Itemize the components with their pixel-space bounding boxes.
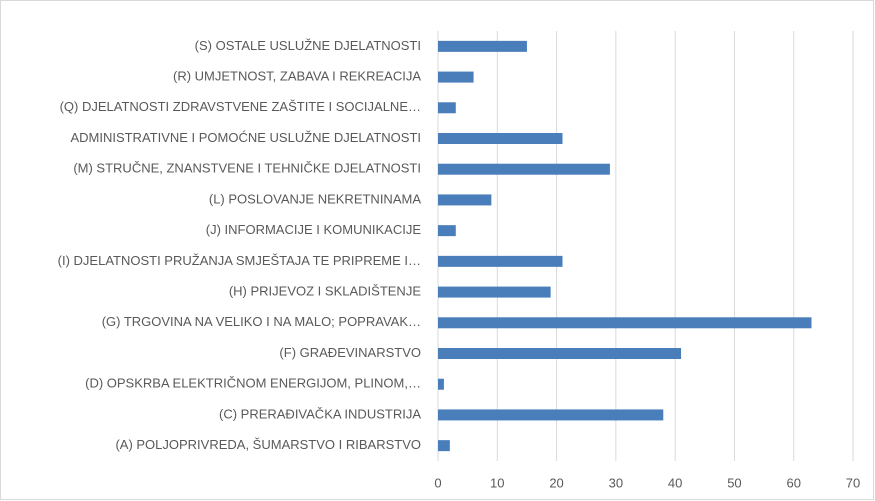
x-tick-label: 30 [609, 475, 623, 490]
bar [438, 348, 682, 359]
y-tick-label: (H) PRIJEVOZ I SKLADIŠTENJE [229, 284, 421, 299]
y-tick-label: (G) TRGOVINA NA VELIKO I NA MALO; POPRAV… [102, 314, 421, 329]
bar [438, 102, 456, 114]
bar [438, 409, 664, 421]
x-tick-label: 70 [846, 475, 860, 490]
bar [438, 40, 527, 52]
y-tick-label: (J) INFORMACIJE I KOMUNIKACIJE [206, 222, 422, 237]
bar [438, 440, 450, 452]
x-tick-label: 10 [490, 475, 504, 490]
x-tick-label: 50 [727, 475, 741, 490]
y-tick-label: (D) OPSKRBA ELEKTRIČNOM ENERGIJOM, PLINO… [85, 376, 421, 391]
y-tick-label: (I) DJELATNOSTI PRUŽANJA SMJEŠTAJA TE PR… [58, 253, 421, 268]
bar [438, 71, 474, 83]
bar [438, 225, 456, 237]
bar [438, 194, 492, 206]
y-tick-label: (A) POLJOPRIVREDA, ŠUMARSTVO I RIBARSTVO [115, 437, 421, 452]
y-tick-label: (Q) DJELATNOSTI ZDRAVSTVENE ZAŠTITE I SO… [60, 99, 421, 114]
bar [438, 133, 563, 144]
x-tick-label: 0 [434, 475, 441, 490]
y-tick-label: (S) OSTALE USLUŽNE DJELATNOSTI [195, 38, 421, 53]
y-tick-label: (F) GRAĐEVINARSTVO [279, 345, 421, 360]
bar [438, 163, 610, 175]
y-tick-label: (M) STRUČNE, ZNANSTVENE I TEHNIČKE DJELA… [73, 161, 421, 176]
x-tick-label: 40 [668, 475, 682, 490]
bar [438, 317, 812, 329]
y-tick-label: ADMINISTRATIVNE I POMOĆNE USLUŽNE DJELAT… [70, 130, 421, 145]
y-tick-label: (R) UMJETNOST, ZABAVA I REKREACIJA [173, 69, 421, 84]
y-tick-label: (C) PRERAĐIVAČKA INDUSTRIJA [219, 406, 421, 421]
x-tick-label: 20 [549, 475, 563, 490]
bar [438, 255, 563, 267]
y-tick-label: (L) POSLOVANJE NEKRETNINAMA [209, 191, 421, 206]
bar [438, 378, 444, 390]
x-tick-label: 60 [786, 475, 800, 490]
bar [438, 286, 551, 298]
